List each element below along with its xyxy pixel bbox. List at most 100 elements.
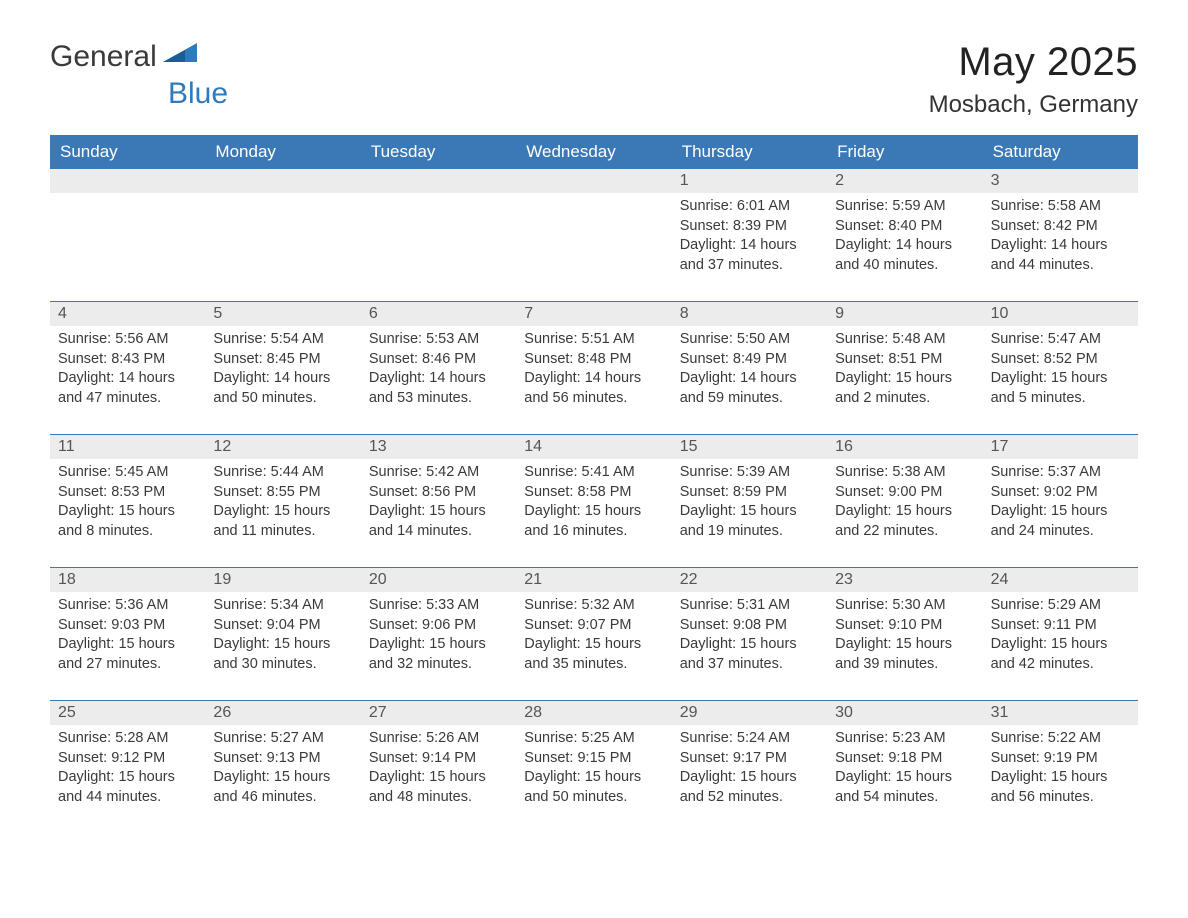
sunrise-text: Sunrise: 5:22 AM bbox=[991, 729, 1130, 749]
sunset-text: Sunset: 9:11 PM bbox=[991, 616, 1130, 636]
day-number: 15 bbox=[672, 435, 827, 459]
day-cell bbox=[205, 193, 360, 301]
sunset-text: Sunset: 9:17 PM bbox=[680, 749, 819, 769]
brand-logo: General bbox=[50, 40, 197, 74]
day-number: 7 bbox=[516, 302, 671, 326]
daylight-text: Daylight: 15 hours and 11 minutes. bbox=[213, 502, 352, 541]
sunrise-text: Sunrise: 5:44 AM bbox=[213, 463, 352, 483]
day-number: 5 bbox=[205, 302, 360, 326]
sunrise-text: Sunrise: 5:25 AM bbox=[524, 729, 663, 749]
weeks-container: 123Sunrise: 6:01 AMSunset: 8:39 PMDaylig… bbox=[50, 169, 1138, 833]
day-number: 30 bbox=[827, 701, 982, 725]
day-number bbox=[516, 169, 671, 193]
day-number: 2 bbox=[827, 169, 982, 193]
dow-monday: Monday bbox=[205, 135, 360, 169]
sunrise-text: Sunrise: 5:47 AM bbox=[991, 330, 1130, 350]
daynum-band: 45678910 bbox=[50, 302, 1138, 326]
sunset-text: Sunset: 8:39 PM bbox=[680, 217, 819, 237]
sunrise-text: Sunrise: 5:38 AM bbox=[835, 463, 974, 483]
sunrise-text: Sunrise: 5:31 AM bbox=[680, 596, 819, 616]
sunrise-text: Sunrise: 5:30 AM bbox=[835, 596, 974, 616]
day-cell: Sunrise: 5:38 AMSunset: 9:00 PMDaylight:… bbox=[827, 459, 982, 567]
day-number: 27 bbox=[361, 701, 516, 725]
day-cell: Sunrise: 5:41 AMSunset: 8:58 PMDaylight:… bbox=[516, 459, 671, 567]
day-cell: Sunrise: 5:59 AMSunset: 8:40 PMDaylight:… bbox=[827, 193, 982, 301]
daylight-text: Daylight: 14 hours and 44 minutes. bbox=[991, 236, 1130, 275]
daylight-text: Daylight: 15 hours and 50 minutes. bbox=[524, 768, 663, 807]
day-cell: Sunrise: 5:56 AMSunset: 8:43 PMDaylight:… bbox=[50, 326, 205, 434]
day-number: 19 bbox=[205, 568, 360, 592]
week-row: 123Sunrise: 6:01 AMSunset: 8:39 PMDaylig… bbox=[50, 169, 1138, 301]
day-number: 10 bbox=[983, 302, 1138, 326]
day-cell: Sunrise: 5:26 AMSunset: 9:14 PMDaylight:… bbox=[361, 725, 516, 833]
daylight-text: Daylight: 15 hours and 16 minutes. bbox=[524, 502, 663, 541]
sunset-text: Sunset: 8:45 PM bbox=[213, 350, 352, 370]
brand-word-1: General bbox=[50, 40, 157, 74]
daylight-text: Daylight: 15 hours and 44 minutes. bbox=[58, 768, 197, 807]
day-cell: Sunrise: 5:29 AMSunset: 9:11 PMDaylight:… bbox=[983, 592, 1138, 700]
daylight-text: Daylight: 14 hours and 50 minutes. bbox=[213, 369, 352, 408]
dow-sunday: Sunday bbox=[50, 135, 205, 169]
day-cell: Sunrise: 5:50 AMSunset: 8:49 PMDaylight:… bbox=[672, 326, 827, 434]
sunrise-text: Sunrise: 5:36 AM bbox=[58, 596, 197, 616]
day-number: 8 bbox=[672, 302, 827, 326]
sunrise-text: Sunrise: 5:32 AM bbox=[524, 596, 663, 616]
sunset-text: Sunset: 8:56 PM bbox=[369, 483, 508, 503]
sunset-text: Sunset: 8:53 PM bbox=[58, 483, 197, 503]
daylight-text: Daylight: 14 hours and 59 minutes. bbox=[680, 369, 819, 408]
week-row: 25262728293031Sunrise: 5:28 AMSunset: 9:… bbox=[50, 700, 1138, 833]
sunrise-text: Sunrise: 5:28 AM bbox=[58, 729, 197, 749]
sunset-text: Sunset: 8:42 PM bbox=[991, 217, 1130, 237]
day-number: 24 bbox=[983, 568, 1138, 592]
day-number: 31 bbox=[983, 701, 1138, 725]
day-cell: Sunrise: 5:23 AMSunset: 9:18 PMDaylight:… bbox=[827, 725, 982, 833]
day-cell: Sunrise: 5:22 AMSunset: 9:19 PMDaylight:… bbox=[983, 725, 1138, 833]
sunset-text: Sunset: 9:14 PM bbox=[369, 749, 508, 769]
logo-triangle-icon bbox=[163, 36, 197, 70]
daylight-text: Daylight: 15 hours and 30 minutes. bbox=[213, 635, 352, 674]
sunset-text: Sunset: 9:04 PM bbox=[213, 616, 352, 636]
day-cell: Sunrise: 5:51 AMSunset: 8:48 PMDaylight:… bbox=[516, 326, 671, 434]
day-cell: Sunrise: 5:37 AMSunset: 9:02 PMDaylight:… bbox=[983, 459, 1138, 567]
sunset-text: Sunset: 8:49 PM bbox=[680, 350, 819, 370]
sunset-text: Sunset: 9:10 PM bbox=[835, 616, 974, 636]
content-row: Sunrise: 5:45 AMSunset: 8:53 PM Daylight:… bbox=[50, 459, 1138, 567]
daynum-band: 123 bbox=[50, 169, 1138, 193]
day-cell: Sunrise: 5:48 AMSunset: 8:51 PMDaylight:… bbox=[827, 326, 982, 434]
day-of-week-header: Sunday Monday Tuesday Wednesday Thursday… bbox=[50, 135, 1138, 169]
sunrise-text: Sunrise: 5:34 AM bbox=[213, 596, 352, 616]
day-number: 26 bbox=[205, 701, 360, 725]
content-row: Sunrise: 6:01 AMSunset: 8:39 PMDaylight:… bbox=[50, 193, 1138, 301]
sunrise-text: Sunrise: 5:37 AM bbox=[991, 463, 1130, 483]
day-number bbox=[205, 169, 360, 193]
sunset-text: Sunset: 8:48 PM bbox=[524, 350, 663, 370]
day-number: 13 bbox=[361, 435, 516, 459]
daylight-text: Daylight: 15 hours and 14 minutes. bbox=[369, 502, 508, 541]
day-cell: Sunrise: 5:30 AMSunset: 9:10 PMDaylight:… bbox=[827, 592, 982, 700]
day-number: 14 bbox=[516, 435, 671, 459]
dow-saturday: Saturday bbox=[983, 135, 1138, 169]
day-cell bbox=[361, 193, 516, 301]
daynum-band: 18192021222324 bbox=[50, 568, 1138, 592]
day-cell: Sunrise: 5:36 AMSunset: 9:03 PMDaylight:… bbox=[50, 592, 205, 700]
sunrise-text: Sunrise: 5:33 AM bbox=[369, 596, 508, 616]
daylight-text: Daylight: 15 hours and 46 minutes. bbox=[213, 768, 352, 807]
sunset-text: Sunset: 8:58 PM bbox=[524, 483, 663, 503]
day-number: 9 bbox=[827, 302, 982, 326]
sunrise-text: Sunrise: 5:42 AM bbox=[369, 463, 508, 483]
sunset-text: Sunset: 8:59 PM bbox=[680, 483, 819, 503]
day-number: 20 bbox=[361, 568, 516, 592]
day-cell: Sunrise: 5:31 AMSunset: 9:08 PMDaylight:… bbox=[672, 592, 827, 700]
daylight-text: Daylight: 15 hours and 19 minutes. bbox=[680, 502, 819, 541]
sunset-text: Sunset: 9:00 PM bbox=[835, 483, 974, 503]
sunrise-text: Sunrise: 5:45 AM bbox=[58, 463, 197, 483]
day-cell: Sunrise: 5:45 AMSunset: 8:53 PMDaylight:… bbox=[50, 459, 205, 567]
day-cell: Sunrise: 5:24 AMSunset: 9:17 PMDaylight:… bbox=[672, 725, 827, 833]
dow-wednesday: Wednesday bbox=[516, 135, 671, 169]
day-cell: Sunrise: 5:54 AMSunset: 8:45 PMDaylight:… bbox=[205, 326, 360, 434]
sunset-text: Sunset: 8:52 PM bbox=[991, 350, 1130, 370]
day-number: 12 bbox=[205, 435, 360, 459]
day-number: 28 bbox=[516, 701, 671, 725]
sunset-text: Sunset: 8:46 PM bbox=[369, 350, 508, 370]
dow-tuesday: Tuesday bbox=[361, 135, 516, 169]
